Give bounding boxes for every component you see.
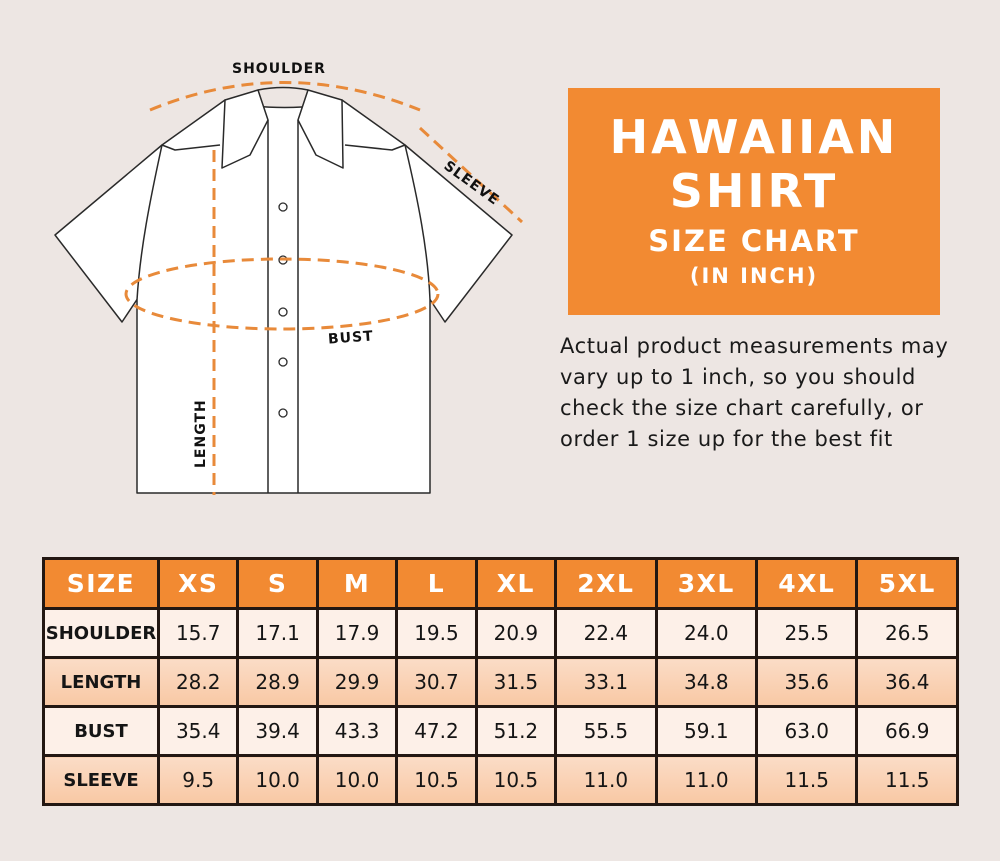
shoulder-label: SHOULDER	[232, 61, 326, 77]
table-cell: 51.2	[474, 705, 558, 757]
shoulder-measure-line	[149, 81, 421, 112]
table-cell: 59.1	[654, 705, 759, 757]
measurement-note: Actual product measurements may vary up …	[560, 334, 949, 451]
row-label: BUST	[42, 705, 160, 757]
table-cell: 25.5	[755, 607, 859, 659]
table-cell: 11.5	[855, 754, 959, 806]
table-cell: 63.0	[755, 705, 859, 757]
row-label: LENGTH	[42, 656, 160, 708]
title-line-1: HAWAIIAN	[609, 110, 899, 164]
table-cell: 17.9	[315, 607, 399, 659]
length-label: LENGTH	[193, 399, 209, 468]
table-cell: 55.5	[554, 705, 658, 757]
table-cell: 11.5	[755, 754, 859, 806]
table-cell: 28.2	[156, 656, 240, 708]
title-line-3: SIZE CHART	[648, 224, 860, 258]
header-cell: XS	[156, 557, 240, 610]
table-cell: 66.9	[855, 705, 959, 757]
table-cell: 15.7	[156, 607, 240, 659]
table-cell: 10.5	[474, 754, 558, 806]
sleeve-measure-line	[418, 126, 524, 224]
shirt-body	[136, 99, 431, 494]
table-cell: 20.9	[474, 607, 558, 659]
table-row: LENGTH 28.2 28.9 29.9 30.7 31.5 33.1 34.8 35.6 36…	[42, 656, 959, 708]
header-cell: L	[395, 557, 478, 610]
button	[278, 408, 288, 418]
button	[278, 307, 288, 317]
header-cell: 3XL	[654, 557, 759, 610]
table-cell: 17.1	[236, 607, 319, 659]
table-cell: 47.2	[395, 705, 478, 757]
table-cell: 28.9	[236, 656, 319, 708]
table-cell: 22.4	[554, 607, 658, 659]
bust-label: BUST	[327, 328, 375, 348]
table-cell: 33.1	[554, 656, 658, 708]
title-banner: HAWAIIAN SHIRT SIZE CHART (IN INCH)	[568, 88, 940, 315]
table-row: SLEEVE 9.5 10.0 10.0 10.5 10.5 11.0 11.0 11.5 11.…	[42, 754, 959, 806]
button	[278, 357, 288, 367]
bust-measure-line	[124, 257, 440, 331]
table-cell: 19.5	[395, 607, 478, 659]
title-line-2: SHIRT	[669, 164, 839, 218]
table-cell: 39.4	[236, 705, 319, 757]
table-cell: 9.5	[156, 754, 240, 806]
table-row: SHOULDER 15.7 17.1 17.9 19.5 20.9 22.4 24.0 25.5…	[42, 607, 959, 659]
title-line-4: (IN INCH)	[689, 264, 819, 288]
header-cell: 2XL	[554, 557, 658, 610]
shirt-yoke	[161, 144, 406, 151]
table-cell: 10.0	[236, 754, 319, 806]
header-cell: S	[236, 557, 319, 610]
button	[278, 202, 288, 212]
header-cell: 5XL	[855, 557, 959, 610]
header-cell: M	[315, 557, 399, 610]
table-cell: 35.6	[755, 656, 859, 708]
table-cell: 10.5	[395, 754, 478, 806]
header-cell: 4XL	[755, 557, 859, 610]
table-row: BUST 35.4 39.4 43.3 47.2 51.2 55.5 59.1 63.0 66.9	[42, 705, 959, 757]
collar-left	[221, 89, 269, 169]
header-cell: SIZE	[42, 557, 160, 610]
row-label: SHOULDER	[42, 607, 160, 659]
table-cell: 30.7	[395, 656, 478, 708]
table-cell: 43.3	[315, 705, 399, 757]
table-header-row: SIZE XS S M L XL 2XL 3XL 4XL 5XL	[42, 557, 959, 610]
table-cell: 29.9	[315, 656, 399, 708]
row-label: SLEEVE	[42, 754, 160, 806]
table-cell: 34.8	[654, 656, 759, 708]
collar-right	[297, 89, 344, 169]
table-cell: 24.0	[654, 607, 759, 659]
table-cell: 10.0	[315, 754, 399, 806]
placket	[257, 86, 309, 493]
table-cell: 35.4	[156, 705, 240, 757]
table-cell: 11.0	[554, 754, 658, 806]
size-table: SIZE XS S M L XL 2XL 3XL 4XL 5XL SHOULDE…	[42, 557, 959, 806]
header-cell: XL	[474, 557, 558, 610]
table-cell: 36.4	[855, 656, 959, 708]
table-cell: 11.0	[654, 754, 759, 806]
table-cell: 31.5	[474, 656, 558, 708]
table-cell: 26.5	[855, 607, 959, 659]
